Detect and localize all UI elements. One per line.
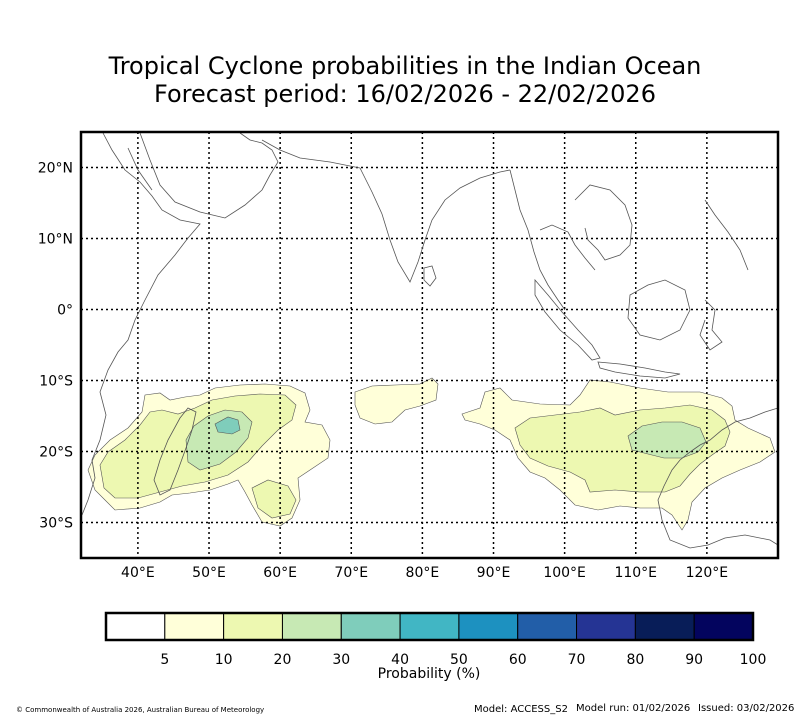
coastline-southeast-asia	[509, 169, 633, 311]
colorbar-tick-label: 80	[626, 652, 644, 668]
colorbar-tick-label: 100	[740, 652, 767, 668]
colorbar-label: Probability (%)	[378, 666, 481, 682]
region-prob-20-east	[627, 421, 707, 459]
probability-regions	[87, 377, 776, 531]
latitude-tick-label: 30°S	[39, 516, 73, 532]
colorbar-swatch	[164, 612, 225, 641]
colorbar-swatch	[576, 612, 636, 641]
colorbar-tick-label: 40	[391, 652, 409, 668]
colorbar-tick-label: 60	[509, 652, 527, 668]
latitude-tick-label: 10°S	[39, 374, 73, 390]
coastline-arabia	[139, 132, 279, 219]
map-frame	[79, 130, 780, 560]
coastline-sri-lanka	[423, 265, 437, 287]
latitude-tick-label: 0°	[57, 303, 73, 319]
longitude-tick-label: 100°E	[543, 565, 586, 581]
colorbar	[104, 611, 755, 642]
region-prob-5-central	[354, 377, 439, 425]
colorbar-swatch	[340, 612, 401, 641]
longitude-tick-label: 40°E	[121, 565, 155, 581]
coastline-java	[597, 361, 681, 379]
issued-date: Issued: 03/02/2026	[698, 703, 795, 714]
latitude-labels: 20°N 10°N 0° 10°S 20°S 30°S	[38, 161, 73, 532]
coastline-madagascar	[153, 407, 197, 496]
chart-title-line1: Tropical Cyclone probabilities in the In…	[108, 52, 702, 80]
colorbar-tick-labels: 5 10 20 30 40 50 60 70 80 90 100	[160, 652, 766, 668]
colorbar-tick-label: 10	[215, 652, 233, 668]
latitude-tick-label: 20°N	[38, 161, 73, 177]
coastline-sulawesi	[699, 199, 749, 351]
coastline-borneo	[627, 279, 691, 341]
colorbar-tick-label: 5	[160, 652, 169, 668]
colorbar-swatch	[634, 612, 695, 641]
model-name: Model: ACCESS_S2	[474, 704, 568, 715]
colorbar-swatch	[693, 612, 754, 641]
region-prob-10-west-small	[251, 479, 297, 519]
model-run-date: Model run: 01/02/2026	[576, 703, 691, 714]
coastline-africa	[81, 132, 201, 516]
colorbar-tick-label: 30	[332, 652, 350, 668]
chart-title-line2: Forecast period: 16/02/2026 - 22/02/2026	[154, 80, 656, 108]
longitude-tick-label: 120°E	[686, 565, 729, 581]
coastline-australia	[657, 407, 779, 549]
longitude-tick-label: 50°E	[192, 565, 226, 581]
colorbar-tick-label: 20	[274, 652, 292, 668]
longitude-tick-label: 80°E	[406, 565, 440, 581]
coastline-iran	[261, 139, 361, 169]
longitude-tick-label: 60°E	[263, 565, 297, 581]
coastlines	[81, 132, 779, 549]
coastline-india	[359, 167, 511, 283]
colorbar-swatch	[517, 612, 578, 641]
colorbar-swatch	[281, 612, 342, 641]
longitude-tick-label: 90°E	[477, 565, 511, 581]
graticule	[81, 132, 778, 558]
colorbar-tick-label: 70	[568, 652, 586, 668]
longitude-labels: 40°E 50°E 60°E 70°E 80°E 90°E 100°E 110°E 120°E	[121, 565, 728, 581]
region-prob-30-west	[214, 416, 241, 435]
copyright-notice: © Commonwealth of Australia 2026, Austra…	[16, 706, 265, 714]
latitude-tick-label: 20°S	[39, 445, 73, 461]
colorbar-swatch	[458, 612, 519, 641]
colorbar-tick-label: 90	[685, 652, 703, 668]
colorbar-swatch	[399, 612, 460, 641]
longitude-tick-label: 70°E	[334, 565, 368, 581]
colorbar-swatch	[105, 612, 166, 641]
colorbar-swatch	[223, 612, 283, 641]
coastline-red-sea	[127, 147, 153, 191]
colorbar-frame	[104, 611, 755, 642]
coastline-sumatra	[534, 278, 601, 361]
latitude-tick-label: 10°N	[38, 232, 73, 248]
colorbar-tick-label: 50	[450, 652, 468, 668]
longitude-tick-label: 110°E	[614, 565, 657, 581]
